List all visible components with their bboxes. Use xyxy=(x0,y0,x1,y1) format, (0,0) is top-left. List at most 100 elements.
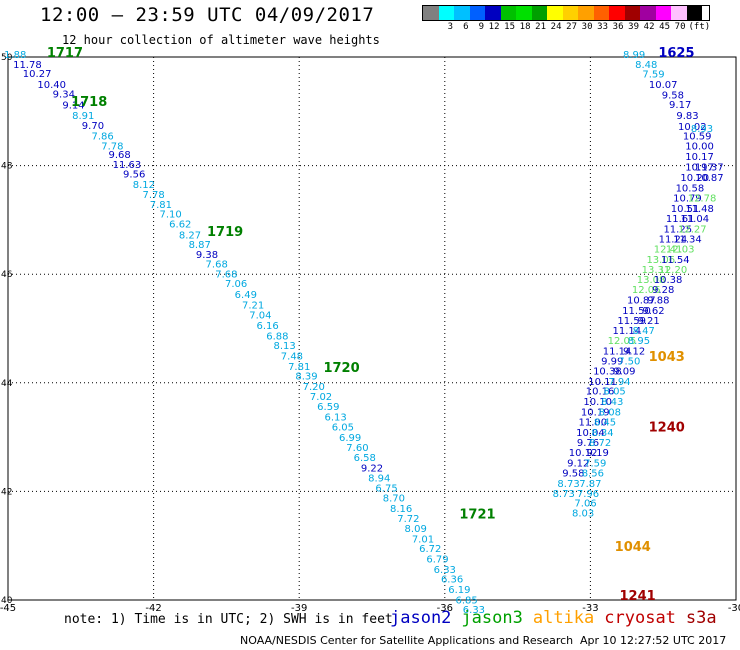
wave-height-value: 7.68 xyxy=(215,269,237,280)
footer-timestamp: Apr 10 12:27:52 UTC 2017 xyxy=(580,634,727,647)
wave-height-value: 7.21 xyxy=(242,300,264,311)
wave-height-value: 10.87 xyxy=(695,173,724,184)
legend-tick-label: 18 xyxy=(519,22,531,32)
wave-height-value: 6.72 xyxy=(419,544,441,555)
wave-height-value: 11.48 xyxy=(685,204,714,215)
legend-swatch xyxy=(485,6,501,20)
wave-height-value: 9.99 xyxy=(601,356,623,367)
wave-height-value: 11.37 xyxy=(695,162,724,173)
wave-height-value: 8.93 xyxy=(691,124,713,135)
wave-height-value: 9.21 xyxy=(638,316,660,327)
track-time-label: 1717 xyxy=(47,46,83,61)
wave-height-value: 8.16 xyxy=(390,504,412,515)
y-tick-label: 50 xyxy=(1,53,13,63)
wave-height-value: 6.33 xyxy=(463,605,485,616)
wave-height-value: 6.62 xyxy=(169,220,191,231)
wave-height-value: 8.56 xyxy=(582,469,604,480)
wave-height-value: 8.47 xyxy=(633,326,655,337)
wave-height-value: 13.31 xyxy=(642,265,671,276)
wave-height-value: 11.25 xyxy=(663,224,692,235)
wave-height-value: 7.78 xyxy=(142,190,164,201)
legend-swatch xyxy=(516,6,532,20)
wave-height-value: 8.03 xyxy=(572,508,594,519)
wave-height-value: 10.38 xyxy=(654,275,683,286)
legend-tick-label: 39 xyxy=(628,22,639,32)
wave-height-value: 8.70 xyxy=(383,494,405,505)
wave-height-value: 6.88 xyxy=(266,331,288,342)
wave-height-value: 12.27 xyxy=(678,224,707,235)
wave-height-value: 9.09 xyxy=(613,367,635,378)
wave-height-value: 10.38 xyxy=(593,367,622,378)
wave-height-value: 8.27 xyxy=(179,230,201,241)
wave-height-value: 13.06 xyxy=(646,255,675,266)
wave-height-value: 7.48 xyxy=(281,351,303,362)
legend-swatch xyxy=(500,6,516,20)
wave-height-value: 7.02 xyxy=(310,392,332,403)
wave-height-value: 10.17 xyxy=(685,152,714,163)
mission-s3a: s3a xyxy=(685,608,717,628)
color-scale-labels: 3 6 9 12 15 18 21 24 27 30 33 36 39 42 45 70 (ft) xyxy=(422,22,711,32)
wave-height-value: 9.28 xyxy=(652,285,674,296)
wave-height-value: 8.39 xyxy=(295,372,317,383)
wave-height-value: 10.97 xyxy=(685,162,714,173)
wave-height-value: 9.17 xyxy=(669,100,691,111)
color-scale-legend: 3 6 9 12 15 18 21 24 27 30 33 36 39 42 45 70 (ft) xyxy=(422,5,711,32)
wave-height-value: 6.49 xyxy=(235,290,257,301)
x-tick-label: -33 xyxy=(582,603,598,614)
wave-height-value: 10.51 xyxy=(671,204,700,215)
legend-swatch xyxy=(655,6,671,20)
wave-height-value: 11.50 xyxy=(622,306,651,317)
wave-height-value: 11.54 xyxy=(661,255,690,266)
wave-height-value: 7.06 xyxy=(225,279,247,290)
wave-height-value: 9.12 xyxy=(623,347,645,358)
wave-height-value: 6.36 xyxy=(441,575,463,586)
wave-height-value: 13.08 xyxy=(637,275,666,286)
legend-swatch xyxy=(624,6,640,20)
wave-height-value: 7.68 xyxy=(206,260,228,271)
wave-height-value: 6.85 xyxy=(456,595,478,606)
y-tick-label: 44 xyxy=(1,379,13,389)
wave-height-value: 10.27 xyxy=(23,69,52,80)
wave-height-value: 9.34 xyxy=(53,90,75,101)
wave-height-value: 8.87 xyxy=(189,240,211,251)
wave-height-value: 10.79 xyxy=(673,193,702,204)
wave-height-value: 10.87 xyxy=(627,296,656,307)
legend-tick-label: 42 xyxy=(643,22,655,32)
wave-height-value: 9.12 xyxy=(567,458,589,469)
chart-subtitle: 12 hour collection of altimeter wave hei… xyxy=(62,33,380,47)
legend-tick-label: 30 xyxy=(581,22,593,32)
wave-height-value: 8.94 xyxy=(368,474,390,485)
x-tick-label: -39 xyxy=(291,603,307,614)
mission-altika: altika xyxy=(532,608,595,628)
wave-height-value: 9.68 xyxy=(108,150,130,161)
wave-height-value: 6.16 xyxy=(257,321,279,332)
wave-height-value: 8.73 xyxy=(553,489,575,500)
wave-height-value: 9.14 xyxy=(62,101,84,112)
wave-height-value: 10.40 xyxy=(37,80,66,91)
mission-jason2: jason2 xyxy=(390,608,452,628)
wave-height-value: 7.87 xyxy=(579,479,601,490)
wave-height-value: 12.20 xyxy=(659,265,688,276)
wave-height-value: 8.48 xyxy=(635,60,657,71)
wave-height-value: 8.05 xyxy=(604,387,626,398)
track-time-label: 1240 xyxy=(649,421,685,436)
wave-height-value: 7.78 xyxy=(101,141,123,152)
wave-height-value: 10.12 xyxy=(569,448,598,459)
x-tick-label: -30 xyxy=(728,603,740,614)
wave-height-value: 11.14 xyxy=(603,347,632,358)
wave-height-value: 11.59 xyxy=(617,316,646,327)
wave-height-value: 10.16 xyxy=(586,387,615,398)
wave-height-value: 7.50 xyxy=(618,356,640,367)
wave-height-value: 6.05 xyxy=(332,423,354,434)
legend-tick-label: 3 xyxy=(447,22,453,32)
wave-height-value: 8.72 xyxy=(589,438,611,449)
wave-height-value: 10.59 xyxy=(683,132,712,143)
wave-height-value: 8.12 xyxy=(133,180,155,191)
legend-tick-label: 27 xyxy=(566,22,577,32)
wave-height-value: 9.70 xyxy=(82,121,104,132)
wave-height-value: 10.10 xyxy=(583,397,612,408)
legend-swatch xyxy=(671,6,687,20)
track-time-label: 1721 xyxy=(459,508,495,523)
color-scale-swatches xyxy=(422,5,711,21)
